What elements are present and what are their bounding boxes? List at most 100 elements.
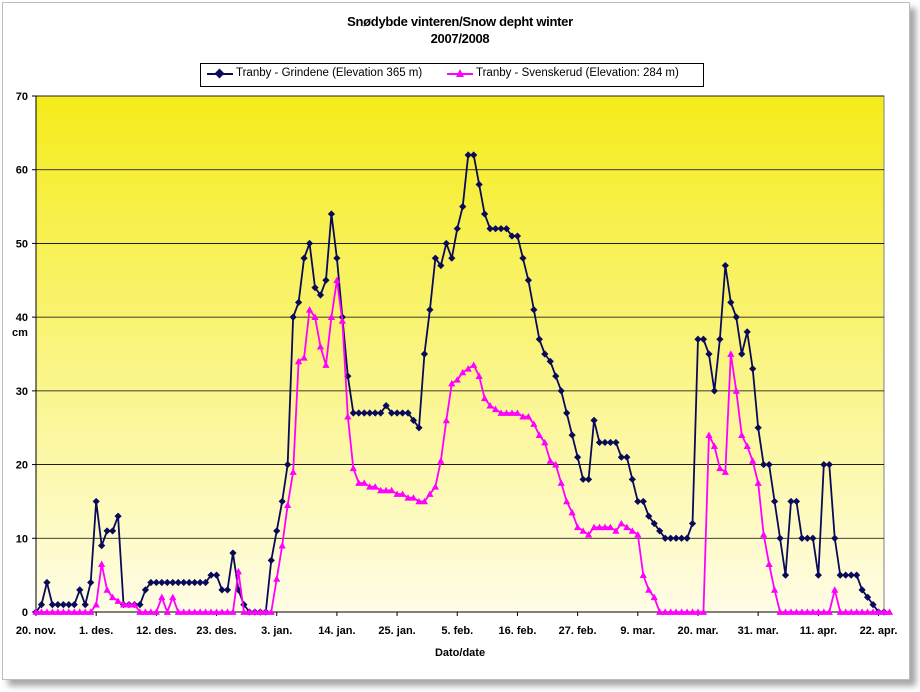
data-point-grindene xyxy=(158,578,166,587)
data-point-svenskerud xyxy=(141,608,150,615)
data-point-grindene xyxy=(404,409,412,417)
x-tick-label: 1. des. xyxy=(79,625,113,637)
data-point-grindene xyxy=(754,424,762,432)
legend-marker-triangle-icon xyxy=(456,69,464,77)
data-point-grindene xyxy=(524,276,532,284)
data-point-grindene xyxy=(273,527,281,535)
data-point-grindene xyxy=(781,571,790,579)
data-point-svenskerud xyxy=(486,402,494,409)
data-point-grindene xyxy=(508,232,516,240)
data-point-svenskerud xyxy=(552,460,560,468)
data-point-grindene xyxy=(628,475,636,483)
data-point-grindene xyxy=(825,460,833,469)
data-point-grindene xyxy=(169,578,177,587)
data-point-svenskerud xyxy=(295,357,303,365)
x-tick-label: 3. jan. xyxy=(261,625,292,637)
data-point-grindene xyxy=(103,527,111,535)
data-point-grindene xyxy=(481,210,489,218)
data-point-svenskerud xyxy=(470,361,478,368)
data-point-grindene xyxy=(305,239,314,248)
data-point-svenskerud xyxy=(377,486,385,494)
data-point-grindene xyxy=(426,306,434,314)
data-point-grindene xyxy=(470,151,478,159)
data-point-svenskerud xyxy=(322,361,330,368)
x-axis-label: Dato/date xyxy=(435,647,485,659)
data-point-grindene xyxy=(661,534,669,542)
data-point-svenskerud xyxy=(688,608,697,615)
data-point-grindene xyxy=(863,593,872,601)
data-point-grindene xyxy=(349,409,357,417)
data-point-svenskerud xyxy=(590,523,598,531)
data-point-svenskerud xyxy=(464,365,472,372)
data-point-svenskerud xyxy=(754,479,762,486)
data-point-grindene xyxy=(727,298,735,306)
data-point-svenskerud xyxy=(743,442,751,450)
data-point-svenskerud xyxy=(169,593,177,601)
data-point-grindene xyxy=(705,350,713,358)
data-point-svenskerud xyxy=(300,354,308,361)
data-point-svenskerud xyxy=(218,608,226,615)
x-tick-label: 9. mar. xyxy=(620,625,655,637)
data-point-svenskerud xyxy=(787,608,795,615)
chart-subtitle: 2007/2008 xyxy=(430,31,490,46)
data-point-grindene xyxy=(360,409,368,417)
data-point-svenskerud xyxy=(656,608,664,615)
data-point-grindene xyxy=(147,578,155,587)
y-tick-label: 10 xyxy=(16,533,28,545)
data-point-svenskerud xyxy=(333,276,341,284)
data-point-grindene xyxy=(776,534,784,542)
data-point-svenskerud xyxy=(694,608,702,615)
data-point-svenskerud xyxy=(661,608,669,615)
x-tick-label: 14. jan. xyxy=(318,625,355,637)
data-point-svenskerud xyxy=(803,608,812,615)
data-point-grindene xyxy=(393,409,401,417)
data-point-grindene xyxy=(371,409,379,417)
data-point-grindene xyxy=(688,519,697,528)
data-point-svenskerud xyxy=(595,523,604,531)
data-point-svenskerud xyxy=(81,608,89,615)
data-point-svenskerud xyxy=(721,468,729,475)
data-point-svenskerud xyxy=(853,608,861,615)
data-point-grindene xyxy=(76,586,84,594)
data-point-svenskerud xyxy=(311,313,319,321)
data-point-svenskerud xyxy=(639,571,647,579)
data-point-svenskerud xyxy=(267,608,275,615)
data-point-grindene xyxy=(831,534,839,542)
data-point-svenskerud xyxy=(770,586,779,593)
data-point-svenskerud xyxy=(524,413,532,420)
data-point-grindene xyxy=(442,239,450,248)
data-point-grindene xyxy=(87,578,95,587)
data-point-grindene xyxy=(240,601,248,609)
x-tick-label: 16. feb. xyxy=(498,625,536,637)
data-point-svenskerud xyxy=(119,601,128,608)
data-point-grindene xyxy=(563,409,571,417)
data-point-svenskerud xyxy=(180,608,188,615)
data-point-svenskerud xyxy=(393,490,401,497)
data-point-svenskerud xyxy=(163,608,171,615)
data-point-svenskerud xyxy=(683,608,691,615)
data-point-svenskerud xyxy=(858,608,866,615)
data-point-svenskerud xyxy=(212,608,221,615)
data-point-grindene xyxy=(732,313,740,321)
data-point-grindene xyxy=(595,438,604,447)
data-point-svenskerud xyxy=(344,413,352,420)
data-point-grindene xyxy=(842,571,850,579)
data-point-grindene xyxy=(284,460,292,469)
data-point-grindene xyxy=(327,210,336,218)
x-tick-label: 31. mar. xyxy=(738,625,779,637)
data-point-grindene xyxy=(420,350,429,358)
data-point-grindene xyxy=(535,335,543,343)
data-point-svenskerud xyxy=(207,608,215,615)
data-point-grindene xyxy=(322,276,330,284)
data-point-grindene xyxy=(191,578,199,587)
data-point-grindene xyxy=(152,578,160,587)
y-tick-label: 50 xyxy=(16,238,28,250)
legend-marker-diamond-icon xyxy=(214,68,225,79)
data-point-svenskerud xyxy=(196,608,204,615)
data-point-grindene xyxy=(590,416,598,424)
data-point-grindene xyxy=(185,578,193,587)
data-point-svenskerud xyxy=(92,601,100,608)
data-point-svenskerud xyxy=(508,409,516,416)
data-point-grindene xyxy=(459,202,467,211)
data-point-grindene xyxy=(650,519,658,528)
